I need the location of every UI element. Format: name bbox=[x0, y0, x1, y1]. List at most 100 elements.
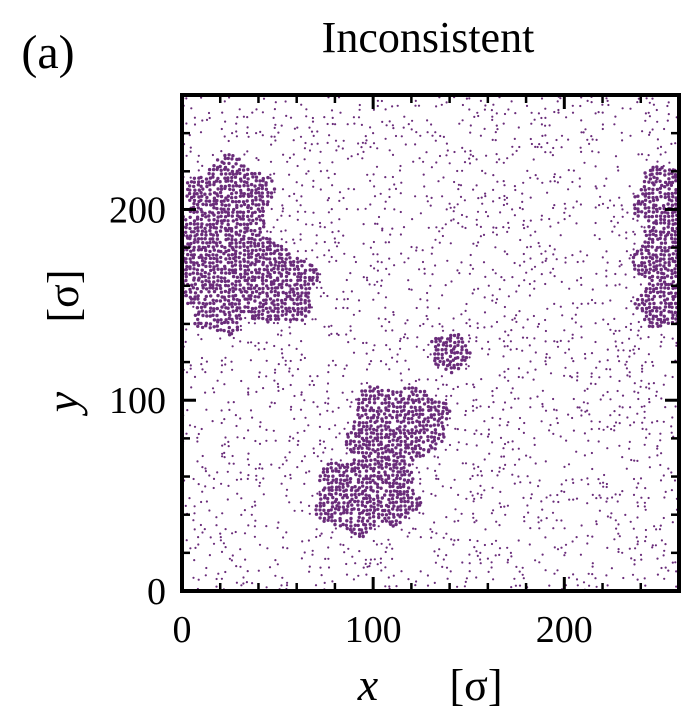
cluster-particle bbox=[422, 402, 427, 406]
gas-particle bbox=[553, 180, 556, 183]
cluster-particle bbox=[404, 446, 408, 450]
gas-particle bbox=[651, 544, 654, 547]
cluster-particle bbox=[671, 252, 675, 256]
gas-particle bbox=[656, 120, 659, 123]
gas-particle bbox=[338, 191, 342, 194]
gas-particle bbox=[243, 153, 246, 156]
cluster-particle bbox=[208, 314, 212, 318]
cluster-particle bbox=[264, 187, 269, 191]
gas-particle bbox=[613, 424, 616, 428]
gas-particle bbox=[201, 368, 204, 371]
gas-particle bbox=[632, 192, 635, 195]
cluster-particle bbox=[399, 499, 403, 504]
cluster-particle bbox=[234, 314, 238, 318]
gas-particle bbox=[289, 116, 293, 119]
gas-particle bbox=[247, 135, 250, 138]
cluster-particle bbox=[432, 438, 437, 443]
cluster-particle bbox=[188, 287, 192, 292]
cluster-particle bbox=[249, 287, 253, 291]
gas-particle bbox=[299, 408, 303, 411]
gas-particle bbox=[255, 157, 258, 160]
gas-particle bbox=[648, 101, 651, 104]
gas-particle bbox=[201, 531, 204, 534]
gas-particle bbox=[197, 154, 200, 157]
cluster-particle bbox=[233, 255, 238, 259]
gas-particle bbox=[621, 490, 624, 493]
gas-particle bbox=[327, 325, 330, 328]
cluster-particle bbox=[190, 283, 194, 287]
gas-particle bbox=[254, 467, 257, 470]
gas-particle bbox=[648, 456, 651, 459]
gas-particle bbox=[211, 153, 214, 157]
gas-particle bbox=[399, 164, 402, 168]
gas-particle bbox=[586, 99, 589, 102]
cluster-particle bbox=[409, 480, 414, 484]
cluster-particle bbox=[654, 214, 659, 218]
gas-particle bbox=[620, 204, 623, 207]
gas-particle bbox=[502, 340, 505, 343]
cluster-particle bbox=[200, 309, 204, 313]
cluster-particle bbox=[437, 404, 441, 408]
gas-particle bbox=[614, 421, 618, 424]
cluster-particle bbox=[361, 516, 365, 520]
gas-particle bbox=[416, 336, 419, 339]
gas-particle bbox=[495, 387, 498, 390]
gas-particle bbox=[544, 329, 548, 333]
gas-particle bbox=[319, 170, 322, 173]
gas-particle bbox=[629, 254, 632, 257]
cluster-particle bbox=[387, 481, 392, 485]
gas-particle bbox=[586, 138, 589, 141]
cluster-particle bbox=[341, 473, 345, 478]
gas-particle bbox=[246, 131, 249, 135]
cluster-particle bbox=[402, 459, 406, 463]
gas-particle bbox=[308, 383, 311, 386]
cluster-particle bbox=[656, 290, 660, 295]
gas-particle bbox=[481, 202, 484, 205]
cluster-particle bbox=[235, 210, 240, 214]
cluster-particle bbox=[261, 290, 265, 294]
gas-particle bbox=[446, 577, 449, 580]
gas-particle bbox=[629, 406, 632, 409]
cluster-particle bbox=[402, 416, 407, 420]
gas-particle bbox=[595, 585, 598, 588]
gas-particle bbox=[240, 584, 243, 587]
gas-particle bbox=[674, 405, 677, 408]
gas-particle bbox=[586, 534, 589, 537]
gas-particle bbox=[292, 437, 295, 440]
cluster-particle bbox=[341, 505, 345, 509]
gas-particle bbox=[426, 574, 429, 577]
gas-particle bbox=[610, 220, 613, 223]
gas-particle bbox=[628, 440, 631, 443]
cluster-particle bbox=[218, 240, 222, 245]
cluster-particle bbox=[633, 267, 637, 271]
cluster-particle bbox=[417, 438, 421, 443]
gas-particle bbox=[660, 333, 663, 336]
cluster-particle bbox=[223, 283, 228, 288]
gas-particle bbox=[509, 348, 512, 351]
gas-particle bbox=[299, 204, 302, 207]
gas-particle bbox=[609, 375, 612, 378]
gas-particle bbox=[461, 119, 464, 122]
cluster-particle bbox=[237, 157, 241, 161]
gas-particle bbox=[276, 333, 280, 336]
cluster-particle bbox=[369, 504, 373, 508]
cluster-particle bbox=[432, 435, 437, 440]
gas-particle bbox=[219, 536, 222, 539]
gas-particle bbox=[319, 188, 322, 191]
cluster-particle bbox=[667, 177, 671, 181]
cluster-particle bbox=[228, 256, 232, 261]
gas-particle bbox=[434, 139, 437, 142]
gas-particle bbox=[475, 223, 478, 226]
cluster-particle bbox=[394, 519, 398, 523]
gas-particle bbox=[376, 222, 379, 225]
cluster-particle bbox=[383, 435, 388, 439]
gas-particle bbox=[465, 302, 468, 306]
cluster-particle bbox=[358, 416, 362, 420]
cluster-particle bbox=[238, 306, 242, 310]
cluster-particle bbox=[404, 508, 408, 512]
gas-particle bbox=[376, 104, 379, 108]
cluster-particle bbox=[399, 466, 403, 471]
gas-particle bbox=[613, 317, 616, 320]
cluster-particle bbox=[208, 286, 212, 290]
cluster-particle bbox=[662, 253, 666, 257]
